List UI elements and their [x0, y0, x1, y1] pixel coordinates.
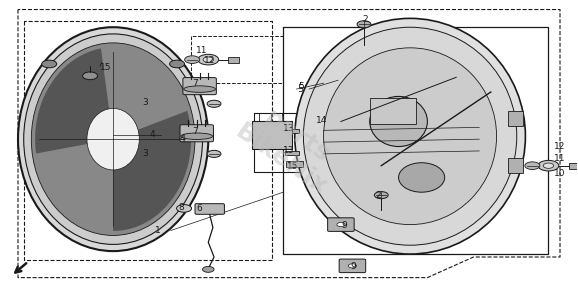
Text: 12: 12	[554, 142, 566, 151]
Text: 1: 1	[155, 226, 161, 235]
Text: 11: 11	[195, 46, 207, 55]
Text: 13: 13	[283, 124, 295, 133]
Text: parts
BikeNix: parts BikeNix	[231, 96, 347, 200]
Ellipse shape	[87, 108, 139, 170]
Ellipse shape	[181, 133, 213, 139]
Circle shape	[538, 160, 559, 171]
Ellipse shape	[184, 86, 216, 92]
Text: 14: 14	[316, 115, 327, 125]
Circle shape	[184, 56, 199, 63]
Circle shape	[375, 192, 388, 199]
Bar	[370, 98, 416, 124]
Text: 5: 5	[298, 82, 304, 91]
Text: 13: 13	[283, 146, 295, 155]
Bar	[508, 158, 523, 173]
Ellipse shape	[303, 27, 517, 245]
Circle shape	[207, 150, 221, 157]
Text: 3: 3	[142, 98, 148, 107]
Text: 5: 5	[298, 84, 304, 94]
Text: 12: 12	[204, 56, 216, 65]
Circle shape	[337, 223, 345, 227]
Circle shape	[42, 60, 57, 68]
Circle shape	[202, 266, 214, 272]
FancyBboxPatch shape	[339, 259, 366, 273]
Text: 15: 15	[101, 63, 112, 72]
Circle shape	[543, 163, 554, 168]
FancyBboxPatch shape	[252, 121, 292, 149]
Circle shape	[198, 54, 218, 65]
Bar	[285, 151, 299, 155]
Text: 9: 9	[350, 262, 356, 271]
Ellipse shape	[399, 163, 444, 192]
FancyBboxPatch shape	[180, 125, 213, 142]
Text: 15: 15	[287, 162, 299, 171]
Bar	[285, 129, 299, 133]
Ellipse shape	[324, 48, 497, 225]
Ellipse shape	[295, 18, 525, 254]
Text: 6: 6	[197, 205, 202, 213]
Bar	[286, 161, 303, 167]
Text: 2: 2	[363, 15, 368, 24]
Circle shape	[169, 60, 184, 68]
Text: 7: 7	[192, 79, 198, 88]
Circle shape	[83, 72, 98, 80]
Text: 3: 3	[142, 149, 148, 158]
Circle shape	[176, 205, 191, 212]
FancyBboxPatch shape	[195, 204, 224, 214]
Polygon shape	[35, 49, 113, 154]
Circle shape	[525, 162, 540, 170]
Text: 7: 7	[192, 127, 198, 136]
Text: 9: 9	[341, 221, 347, 230]
Bar	[508, 111, 523, 126]
Ellipse shape	[31, 43, 195, 235]
Circle shape	[349, 264, 357, 268]
Polygon shape	[113, 111, 191, 231]
Bar	[569, 163, 578, 169]
Ellipse shape	[18, 27, 208, 251]
Text: 8: 8	[178, 203, 184, 212]
Ellipse shape	[370, 96, 427, 147]
Ellipse shape	[24, 34, 202, 244]
Bar	[228, 57, 239, 62]
FancyBboxPatch shape	[183, 78, 216, 95]
FancyBboxPatch shape	[328, 218, 354, 231]
Circle shape	[203, 57, 213, 62]
Text: 10: 10	[554, 168, 566, 178]
Text: 2: 2	[376, 191, 381, 200]
Text: 4: 4	[150, 130, 155, 139]
Circle shape	[207, 100, 221, 107]
Circle shape	[357, 21, 371, 28]
Text: 11: 11	[554, 154, 566, 163]
Text: 4: 4	[179, 134, 186, 144]
